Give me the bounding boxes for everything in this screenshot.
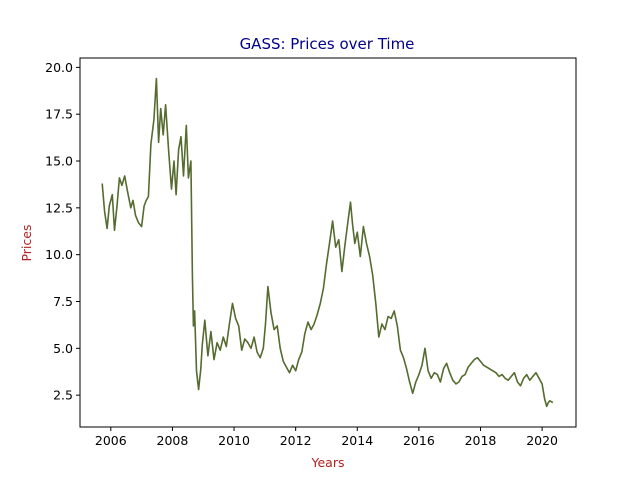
plot-frame (79, 57, 577, 428)
price-series-line (101, 77, 554, 408)
y-tick-label: 10.0 (45, 247, 73, 262)
x-axis-label: Years (311, 455, 345, 470)
x-tick-label: 2020 (526, 433, 558, 448)
x-tick-label: 2012 (280, 433, 312, 448)
x-tick-label: 2010 (218, 433, 250, 448)
y-tick-label: 17.5 (45, 107, 73, 122)
chart-title: GASS: Prices over Time (240, 35, 415, 53)
x-tick-label: 2014 (341, 433, 373, 448)
y-tick-label: 5.0 (53, 341, 73, 356)
y-tick-label: 7.5 (53, 294, 73, 309)
y-tick-label: 2.5 (53, 388, 73, 403)
y-tick-label: 20.0 (45, 60, 73, 75)
y-tick-label: 12.5 (45, 200, 73, 215)
x-tick-label: 2008 (157, 433, 189, 448)
x-tick-label: 2016 (403, 433, 435, 448)
y-axis-label: Prices (19, 224, 34, 261)
y-tick-label: 15.0 (45, 154, 73, 169)
x-tick-label: 2018 (465, 433, 497, 448)
x-tick-label: 2006 (95, 433, 127, 448)
